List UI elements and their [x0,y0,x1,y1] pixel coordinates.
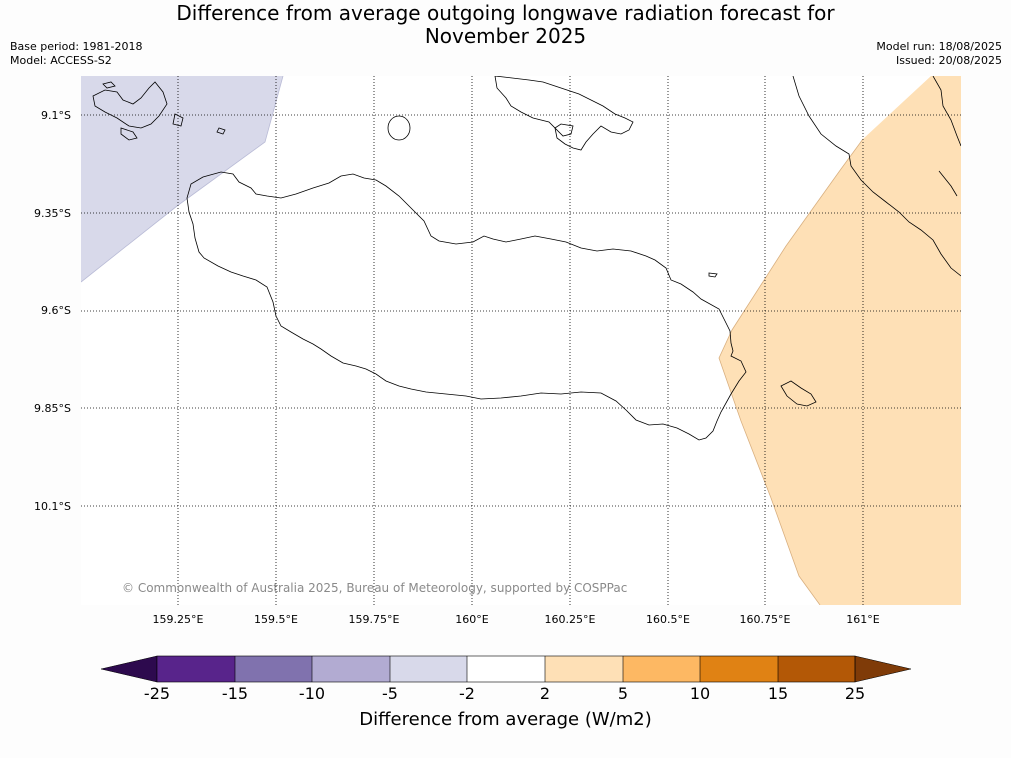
lon-label: 161°E [846,613,880,626]
lon-label: 160.75°E [739,613,791,626]
coastline-main-island [186,171,747,441]
colorbar-label: Difference from average (W/m2) [359,709,652,730]
colorbar-segment [157,656,235,682]
colorbar-tick: 15 [767,684,789,703]
base-period: Base period: 1981-2018 [10,40,143,53]
model-run: Model run: 18/08/2025 [876,40,1002,53]
lat-label: 9.1°S [41,109,71,122]
map-area[interactable] [81,76,961,605]
colorbar-tick: 2 [539,684,551,703]
title-line-1: Difference from average outgoing longwav… [176,1,835,25]
lat-label: 9.35°S [34,207,71,220]
colorbar-extend-low [100,655,158,683]
colorbar-segment [700,656,778,682]
base-info: Base period: 1981-2018 Model: ACCESS-S2 [10,40,142,68]
lon-label: 160.5°E [646,613,690,626]
lat-label: 9.85°S [34,402,71,415]
colorbar-segment [390,656,467,682]
colorbar [100,655,912,683]
gridlines [81,76,961,605]
colorbar-segment [312,656,390,682]
map-title: Difference from average outgoing longwav… [0,2,1011,48]
lon-label: 159.25°E [152,613,204,626]
colorbar-tick: 10 [689,684,711,703]
map-canvas [81,76,961,605]
lat-label: 9.6°S [41,304,71,317]
colorbar-tick: -5 [382,684,398,703]
issued-date: Issued: 20/08/2025 [895,54,1002,67]
lon-label: 159.5°E [254,613,298,626]
region-negative [81,76,283,282]
colorbar-tick: -15 [221,684,249,703]
colorbar-tick: -25 [143,684,171,703]
colorbar-segment [545,656,623,682]
colorbar-segment [623,656,700,682]
run-info: Model run: 18/08/2025 Issued: 20/08/2025 [876,40,1002,68]
colorbar-tick: -10 [298,684,326,703]
title-line-2: November 2025 [424,24,587,48]
model-name: Model: ACCESS-S2 [10,54,112,67]
lon-label: 160.25°E [544,613,596,626]
lat-label: 10.1°S [34,500,71,513]
colorbar-tick: -2 [459,684,475,703]
colorbar-extend-high [854,655,912,683]
colorbar-segment [778,656,855,682]
lon-label: 159.75°E [348,613,400,626]
coastlines [92,76,961,441]
copyright-text: © Commonwealth of Australia 2025, Bureau… [122,581,628,595]
lon-label: 160°E [455,613,489,626]
colorbar-tick: 5 [617,684,629,703]
colorbar-tick: 25 [844,684,866,703]
colorbar-segment [235,656,312,682]
colorbar-segment [467,656,545,682]
region-positive [719,76,961,605]
